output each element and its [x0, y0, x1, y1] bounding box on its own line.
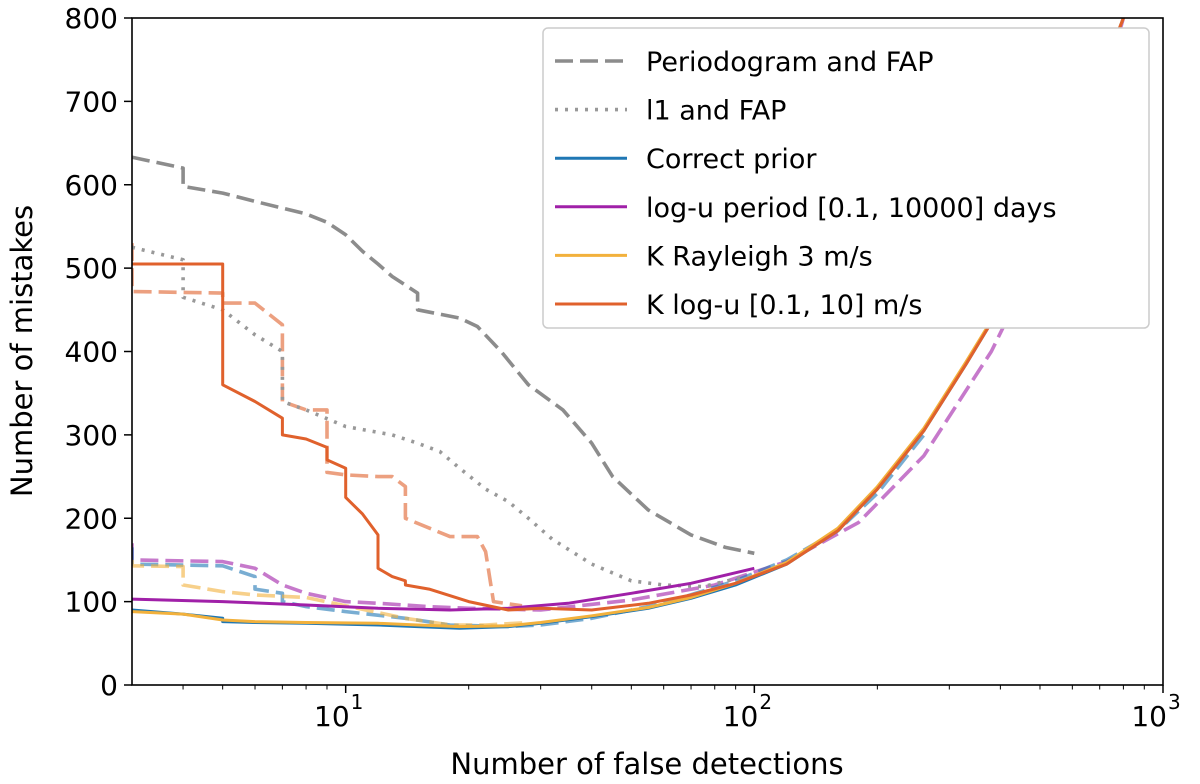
x-tick-base: 10	[723, 700, 759, 733]
legend-label: log-u period [0.1, 10000] days	[646, 193, 1057, 224]
series-group	[132, 18, 1126, 630]
y-tick-label: 100	[65, 586, 118, 619]
y-tick-label: 500	[65, 252, 118, 285]
legend-label: K log-u [0.1, 10] m/s	[646, 290, 922, 321]
y-tick-label: 0	[100, 669, 118, 702]
x-tick-exponent: 1	[351, 690, 364, 714]
x-tick-label: 10 3	[1131, 690, 1180, 733]
series-line-log-u-period-0-1-10000-days	[132, 566, 755, 612]
x-tick-base: 10	[314, 700, 350, 733]
y-tick-label: 800	[65, 2, 118, 35]
x-tick-exponent: 2	[759, 690, 772, 714]
series-line-k-log-u-dashed	[132, 243, 523, 608]
y-tick-label: 600	[65, 169, 118, 202]
y-tick-label: 700	[65, 85, 118, 118]
legend-box	[542, 27, 1150, 329]
x-tick-exponent: 3	[1168, 690, 1181, 714]
series-line-correct-prior-dashed	[132, 433, 926, 629]
legend-label: Correct prior	[646, 144, 817, 175]
legend-label: l1 and FAP	[646, 96, 786, 127]
y-tick-label: 200	[65, 502, 118, 535]
legend-label: K Rayleigh 3 m/s	[646, 241, 873, 272]
legend: Periodogram and FAP l1 and FAP Correct pri…	[542, 27, 1150, 329]
x-tick-label: 10 1	[314, 690, 363, 733]
y-tick-label: 400	[65, 336, 118, 369]
series-line-log-u-period-dashed	[132, 18, 1126, 612]
series-line-l1-and-fap	[132, 245, 746, 589]
series-line-k-log-u-0-1-10-m-s	[132, 18, 1125, 612]
y-tick-label: 300	[65, 419, 118, 452]
y-axis-label: Number of mistakes	[5, 205, 39, 497]
x-axis-label: Number of false detections	[450, 747, 843, 781]
legend-label: Periodogram and FAP	[646, 47, 934, 78]
x-tick-label: 10 2	[723, 690, 772, 733]
x-tick-base: 10	[1131, 700, 1167, 733]
series-line-periodogram-and-fap	[132, 155, 755, 556]
